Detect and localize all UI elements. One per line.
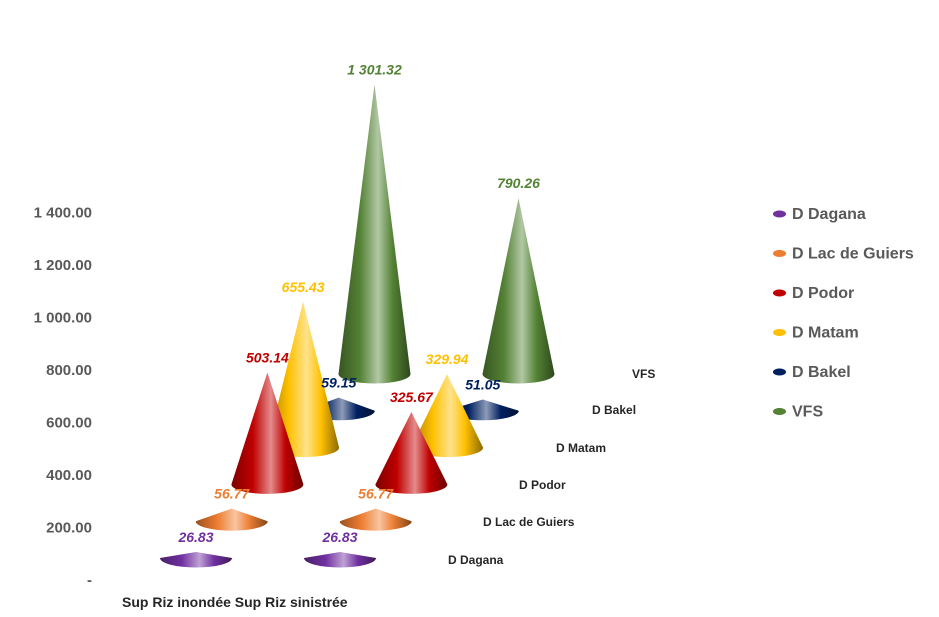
data-label: 59.15 [321,375,356,391]
legend-label: D Podor [792,285,854,302]
legend: D Dagana D Lac de Guiers D Podor D Matam D B… [773,206,914,421]
cone-body [338,84,411,384]
cone-body [482,198,555,384]
y-tick-label: 1 200.00 [34,257,92,274]
x-axis: Sup Riz inondée Sup Riz sinistrée [122,594,348,610]
depth-axis-label: D Dagana [448,553,504,567]
x-axis-label: Sup Riz inondée Sup Riz sinistrée [122,594,348,610]
depth-axis-label: D Bakel [592,403,636,417]
legend-swatch-base [773,329,786,336]
cone-body [411,374,484,458]
data-label: 325.67 [390,389,434,405]
data-label: 56.77 [214,486,250,502]
y-tick-label: 200.00 [46,520,92,537]
cone [338,84,411,384]
legend-item: D Lac de Guiers [773,246,914,263]
cone-body [195,508,268,531]
legend-swatch-base [773,210,786,218]
depth-axis-label: D Lac de Guiers [483,515,575,529]
cone [231,372,304,494]
plot-area [160,84,555,568]
data-label: 1 301.32 [347,61,402,77]
legend-item: D Matam [773,325,859,342]
cone-body [267,301,340,458]
cone [411,374,484,458]
depth-axis-label: D Matam [556,441,606,455]
cone [482,198,555,384]
cone-body [231,372,304,494]
y-tick-label: 1 400.00 [34,205,92,222]
legend-swatch-base [773,250,786,257]
data-label: 503.14 [246,349,289,365]
data-label: 26.83 [321,529,357,545]
legend-item: D Podor [773,285,854,302]
legend-label: D Lac de Guiers [792,246,914,263]
legend-swatch-base [773,408,786,415]
y-tick-label: 1 000.00 [34,310,92,327]
cone-body [160,552,232,568]
cone-body [304,552,376,568]
data-label: 655.43 [282,279,325,295]
cone [339,508,412,531]
y-tick-label: 800.00 [46,362,92,379]
cone [267,301,340,458]
data-label: 51.05 [465,376,500,392]
depth-axis-label: VFS [632,367,655,381]
data-label: 329.94 [426,351,469,367]
legend-swatch-base [773,368,786,376]
cone [375,411,448,494]
y-axis: 1 400.00 1 200.00 1 000.00 800.00 600.00 400.… [34,205,92,590]
depth-axis-label: D Podor [519,478,566,492]
data-label: 790.26 [497,175,540,191]
legend-label: D Dagana [792,206,866,223]
cone-body [339,508,412,531]
data-label: 56.77 [358,486,394,502]
legend-item: VFS [773,404,823,421]
data-label: 26.83 [177,529,213,545]
cone [304,552,376,568]
legend-label: D Matam [792,325,859,342]
cone [195,508,268,531]
data-labels: 790.26 1 301.32 51.05 59.15 329.94 655.43 325.… [177,61,540,545]
y-tick-label: - [87,572,92,589]
legend-label: VFS [792,404,823,421]
legend-label: D Bakel [792,364,851,381]
y-tick-label: 600.00 [46,415,92,432]
legend-item: D Bakel [773,364,851,381]
depth-axis: D Dagana D Lac de Guiers D Podor D Matam D B… [448,367,655,567]
cone [160,552,232,568]
cone-body [375,411,448,494]
legend-swatch-base [773,289,786,297]
y-tick-label: 400.00 [46,467,92,484]
legend-item: D Dagana [773,206,866,223]
